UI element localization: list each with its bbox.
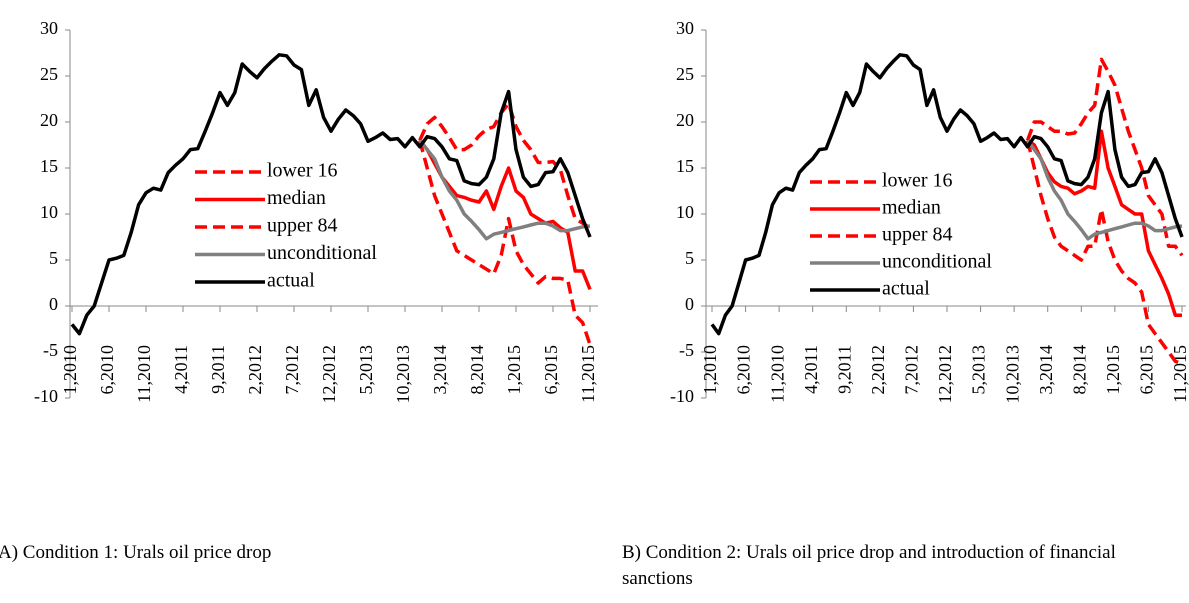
x-tick-label: 9,2011 xyxy=(208,345,228,394)
x-tick-label: 3,2014 xyxy=(430,345,450,395)
x-tick-label: 8,2014 xyxy=(467,345,487,395)
x-tick-label: 10,2013 xyxy=(393,345,413,404)
x-tick-label: 10,2013 xyxy=(1002,345,1022,404)
series-line xyxy=(70,53,592,336)
legend-label: upper 84 xyxy=(882,224,953,246)
y-tick-label: 25 xyxy=(676,64,694,84)
caption: B) Condition 2: Urals oil price drop and… xyxy=(622,542,1116,589)
legend-label: unconditional xyxy=(267,242,377,264)
x-tick-label: 9,2011 xyxy=(834,345,854,394)
series-line xyxy=(418,101,591,230)
series-line xyxy=(1025,57,1184,257)
x-tick-label: 6,2010 xyxy=(734,345,754,395)
x-tick-label: 6,2010 xyxy=(97,345,117,395)
legend-label: lower 16 xyxy=(882,170,953,192)
y-tick-label: 0 xyxy=(49,294,58,314)
x-tick-label: 7,2012 xyxy=(902,345,922,395)
x-tick-label: 2,2012 xyxy=(245,345,265,395)
legend-label: actual xyxy=(882,278,930,300)
y-tick-label: -5 xyxy=(679,340,694,360)
x-tick-label: 4,2011 xyxy=(171,345,191,394)
x-tick-label: 4,2011 xyxy=(801,345,821,394)
x-tick-label: 7,2012 xyxy=(282,345,302,395)
series-line xyxy=(1026,139,1183,241)
y-tick-label: 30 xyxy=(40,18,58,38)
x-tick-label: 8,2014 xyxy=(1069,345,1089,395)
x-tick-label: 6,2015 xyxy=(1137,345,1157,395)
series-line xyxy=(710,53,1184,336)
x-tick-label: 1,2010 xyxy=(700,345,720,395)
legend-label: median xyxy=(267,187,326,209)
x-tick-label: 11,2015 xyxy=(578,345,598,403)
charts: -10 -5 0 5 10 15 20 25 30 1,2010 6,2010 11,2010 4,20… xyxy=(34,18,1189,406)
x-tick-label: 11,2015 xyxy=(1170,345,1189,403)
x-tick-label: 1,2015 xyxy=(1103,345,1123,395)
x-tick-label: 12,2012 xyxy=(935,345,955,404)
y-tick-label: 0 xyxy=(685,294,694,314)
y-tick-label: 15 xyxy=(676,156,694,176)
x-tick-label: 6,2015 xyxy=(541,345,561,395)
x-tick-label: 1,2015 xyxy=(504,345,524,395)
y-tick-label: -5 xyxy=(43,340,58,360)
y-tick-label: 5 xyxy=(49,248,58,268)
series-line xyxy=(418,139,592,346)
x-tick-label: 1,2010 xyxy=(60,345,80,395)
y-tick-label: 15 xyxy=(40,156,58,176)
x-tick-label: 11,2010 xyxy=(767,345,787,403)
series-line xyxy=(418,139,591,241)
y-tick-label: 20 xyxy=(676,110,694,130)
y-tick-label: -10 xyxy=(670,386,694,406)
legend-label: median xyxy=(882,197,941,219)
series-line xyxy=(1026,129,1182,317)
y-tick-label: -10 xyxy=(34,386,58,406)
x-tick-label: 5,2013 xyxy=(969,345,989,395)
y-tick-label: 30 xyxy=(676,18,694,38)
caption: A) Condition 1: Urals oil price drop xyxy=(0,542,272,563)
y-tick-label: 5 xyxy=(685,248,694,268)
x-tick-label: 11,2010 xyxy=(134,345,154,403)
series-line xyxy=(1025,139,1183,366)
x-tick-label: 5,2013 xyxy=(356,345,376,395)
legend-label: lower 16 xyxy=(267,160,338,182)
x-tick-label: 2,2012 xyxy=(868,345,888,395)
y-tick-label: 10 xyxy=(676,202,694,222)
legend-label: upper 84 xyxy=(267,215,338,237)
y-tick-label: 25 xyxy=(40,64,58,84)
series-line xyxy=(418,139,592,291)
y-tick-label: 20 xyxy=(40,110,58,130)
y-tick-label: 10 xyxy=(40,202,58,222)
x-tick-label: 3,2014 xyxy=(1036,345,1056,395)
x-tick-label: 12,2012 xyxy=(319,345,339,404)
legend-label: unconditional xyxy=(882,251,992,273)
legend-label: actual xyxy=(267,270,315,292)
